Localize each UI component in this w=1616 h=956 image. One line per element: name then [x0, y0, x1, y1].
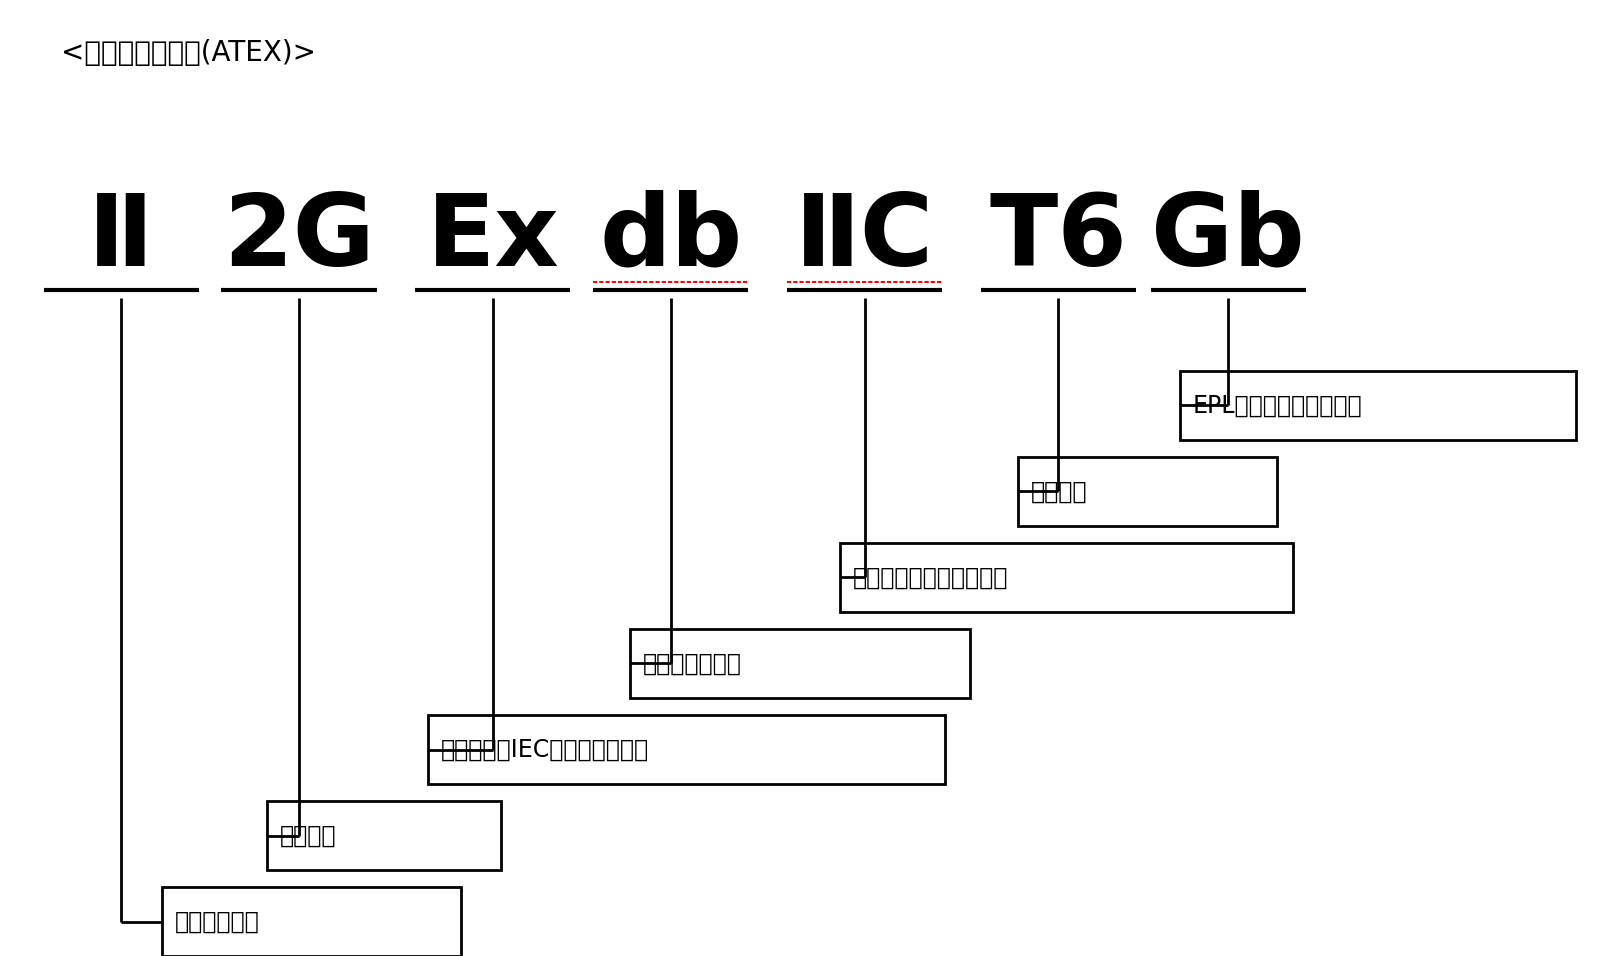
Text: Gb: Gb: [1151, 190, 1306, 287]
Text: カテゴリ: カテゴリ: [280, 823, 336, 848]
Text: 防爆電気機器のグループ: 防爆電気機器のグループ: [853, 565, 1008, 590]
FancyBboxPatch shape: [162, 887, 461, 956]
Text: 防爆記号（IEC規格に基づく）: 防爆記号（IEC規格に基づく）: [441, 737, 650, 762]
FancyBboxPatch shape: [428, 715, 945, 784]
Text: 2G: 2G: [223, 190, 375, 287]
Text: ⅡC: ⅡC: [795, 190, 934, 287]
FancyBboxPatch shape: [1018, 457, 1277, 526]
FancyBboxPatch shape: [267, 801, 501, 870]
Text: Ⅱ: Ⅱ: [89, 190, 154, 287]
Text: ガスグループ: ガスグループ: [175, 909, 259, 934]
Text: <欧州の防爆規格(ATEX)>: <欧州の防爆規格(ATEX)>: [61, 38, 317, 67]
FancyBboxPatch shape: [840, 543, 1293, 612]
Text: EPL（機器保護レベル）: EPL（機器保護レベル）: [1193, 393, 1362, 418]
FancyBboxPatch shape: [630, 629, 970, 698]
Text: Ex: Ex: [427, 190, 559, 287]
Text: db: db: [600, 190, 742, 287]
Text: T6: T6: [989, 190, 1128, 287]
Text: 防爆構造の種類: 防爆構造の種類: [643, 651, 742, 676]
Text: 温度等級: 温度等級: [1031, 479, 1088, 504]
FancyBboxPatch shape: [1180, 371, 1576, 440]
